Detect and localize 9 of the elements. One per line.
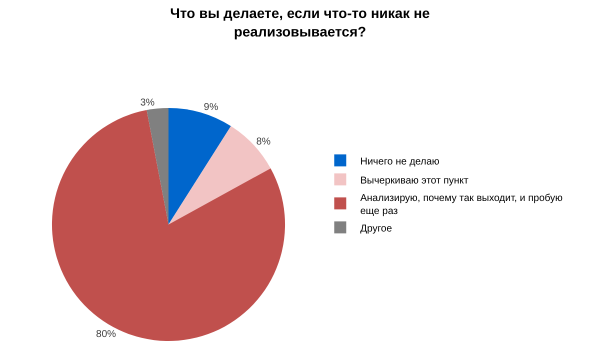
legend-label: Ничего не делаю	[360, 156, 440, 168]
data-label: 80%	[96, 328, 116, 340]
legend-label: Анализирую, почему так выходит, и пробую еще раз	[360, 192, 564, 217]
legend-label: Другое	[360, 223, 392, 234]
chart-title: Что вы делаете, если что-то никак не реализовывается?	[170, 5, 430, 40]
data-label: 9%	[204, 102, 218, 113]
legend-label: Вычеркиваю этот пункт	[360, 175, 469, 186]
data-label: 3%	[140, 98, 155, 109]
data-label: 8%	[256, 136, 271, 148]
